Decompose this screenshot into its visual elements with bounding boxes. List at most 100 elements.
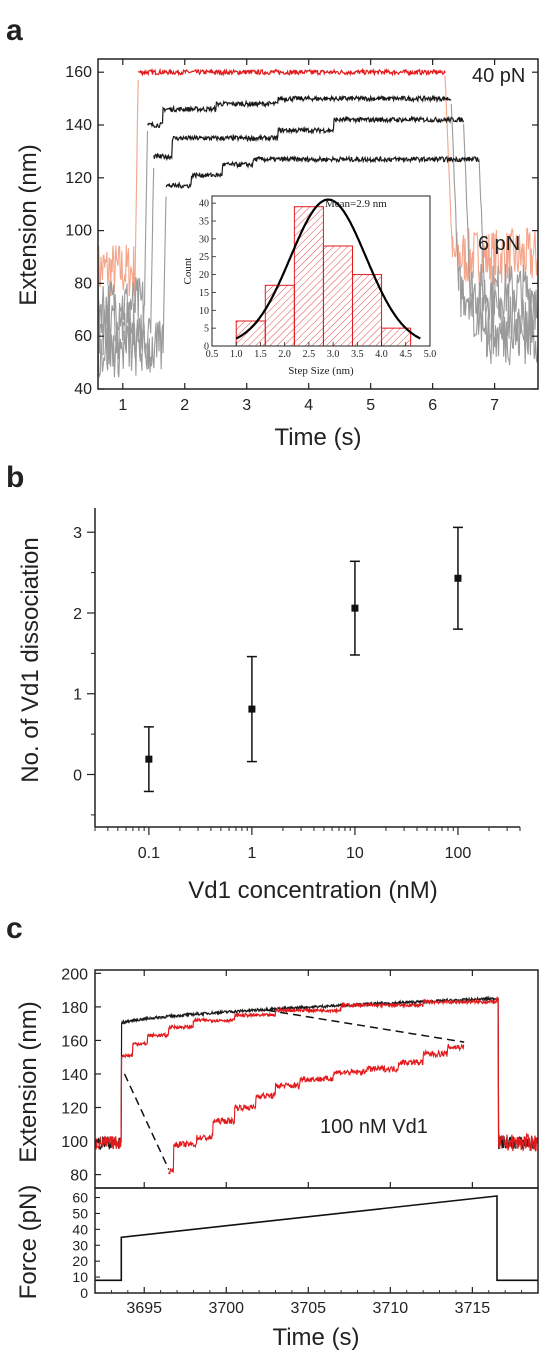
panel-c-force-x-tick-label: 3705 xyxy=(290,1300,326,1317)
panel-c-extension-y-tick-label: 140 xyxy=(61,1067,88,1084)
panel-c-extension-y-tick-label: 160 xyxy=(61,1033,88,1050)
panel-c-force-x-tick-label: 3700 xyxy=(208,1300,244,1317)
panel-b-x-tick-label: 100 xyxy=(445,845,472,862)
inset-x-tick-label: 4.0 xyxy=(375,349,388,360)
panel-a-x-tick-label: 2 xyxy=(180,397,189,414)
panel-a-traces xyxy=(97,67,539,379)
panel-c-force-y-tick-label: 20 xyxy=(72,1253,88,1269)
panel-c-extension-y-tick-label: 120 xyxy=(61,1101,88,1118)
panel-c-force-y-axis-label: Force (pN) xyxy=(15,1185,42,1300)
panel-letter-c: c xyxy=(6,912,23,945)
data-point xyxy=(351,604,359,612)
inset-histogram-bar xyxy=(351,274,383,347)
panel-c-extension-y-tick-label: 180 xyxy=(61,1000,88,1017)
panel-b-y-ticks: 0 1 2 3 xyxy=(73,525,95,816)
panel-b-y-tick-label: 0 xyxy=(73,768,82,785)
inset-x-ticks: 0.5 1.0 1.5 2.0 2.5 3.0 3.5 4.0 4.5 5.0 xyxy=(206,342,437,360)
force-trace xyxy=(95,1195,538,1282)
panel-a-y-tick-label: 120 xyxy=(65,170,92,187)
panel-c-force-y-tick-label: 60 xyxy=(72,1190,88,1206)
inset-x-axis-label: Step Size (nm) xyxy=(288,365,354,377)
extension-trace-high-force xyxy=(147,94,452,129)
panel-a-x-tick-label: 7 xyxy=(490,397,499,414)
panel-a-y-tick-label: 100 xyxy=(65,223,92,240)
inset-x-tick-label: 5.0 xyxy=(424,349,437,360)
inset-bars xyxy=(235,206,412,347)
panel-c-force-x-tick-label: 3715 xyxy=(455,1300,491,1317)
panel-b-x-axis-label: Vd1 concentration (nM) xyxy=(188,877,437,904)
panel-b-chart: 0.1 1 10 100 0 1 2 3 Vd1 concentration (nM) No… xyxy=(17,508,521,904)
panel-c-x-axis-label: Time (s) xyxy=(272,1324,359,1351)
inset-frame xyxy=(211,195,431,347)
panel-a-x-tick-label: 1 xyxy=(118,397,127,414)
panel-b-x-tick-label: 1 xyxy=(247,845,256,862)
panel-a-y-tick-label: 80 xyxy=(74,275,92,292)
extension-trace-low-force-rise xyxy=(97,196,167,379)
panel-c-bottom-frame xyxy=(94,1187,539,1294)
panel-c-extension-y-tick-label: 100 xyxy=(61,1134,88,1151)
panel-b-y-tick-label: 2 xyxy=(73,606,82,623)
panel-a-x-tick-label: 4 xyxy=(304,397,313,414)
vd1-concentration-annotation: 100 nM Vd1 xyxy=(320,1116,428,1138)
inset-x-tick-label: 2.5 xyxy=(303,349,316,360)
panel-a-frame xyxy=(97,58,539,390)
panel-a-y-tick-label: 40 xyxy=(74,381,92,398)
inset-y-axis-label: Count xyxy=(182,258,194,285)
inset-x-tick-label: 0.5 xyxy=(206,349,219,360)
panel-letter-a: a xyxy=(6,14,23,47)
panel-b-y-tick-label: 3 xyxy=(73,525,82,542)
inset-x-tick-label: 1.0 xyxy=(230,349,243,360)
inset-y-tick-label: 10 xyxy=(199,306,209,317)
panel-a-x-axis-label: Time (s) xyxy=(274,424,361,451)
panel-b-y-axis-label: No. of Vd1 dissociation xyxy=(17,537,44,782)
data-point xyxy=(248,705,256,713)
inset-y-tick-label: 25 xyxy=(199,252,209,263)
panel-a-y-tick-label: 160 xyxy=(65,64,92,81)
extension-trace-high-force xyxy=(137,67,446,77)
panel-c-force-x-tick-label: 3710 xyxy=(373,1300,409,1317)
panel-a-x-tick-label: 6 xyxy=(428,397,437,414)
force-label-40pn: 40 pN xyxy=(472,65,525,87)
panel-b-x-tick-label: 0.1 xyxy=(138,845,160,862)
inset-gaussian-fit xyxy=(235,198,421,340)
extension-trace-low-force-fall xyxy=(478,158,539,366)
inset-x-tick-label: 4.5 xyxy=(400,349,413,360)
extension-trace-high-force xyxy=(153,115,465,162)
inset-y-tick-label: 20 xyxy=(199,270,209,281)
extension-trace-high-force xyxy=(165,154,480,189)
inset-y-tick-label: 40 xyxy=(199,199,209,210)
inset-histogram-bar xyxy=(264,284,295,347)
panel-c-force-y-tick-label: 40 xyxy=(72,1221,88,1237)
panel-letter-b: b xyxy=(6,461,24,494)
vd1-zoomed-trace xyxy=(168,1043,465,1175)
inset-histogram-bar xyxy=(293,206,324,347)
panel-a-y-axis-label: Extension (nm) xyxy=(15,144,42,305)
step-size-histogram-inset: 0.5 1.0 1.5 2.0 2.5 3.0 3.5 4.0 4.5 5.0 0 5 10 15 20 2… xyxy=(182,195,436,377)
inset-y-tick-label: 35 xyxy=(199,217,209,228)
panel-b-x-ticks: 0.1 1 10 100 xyxy=(94,827,521,862)
panel-c-extension-y-tick-label: 80 xyxy=(70,1168,88,1185)
inset-y-tick-label: 30 xyxy=(199,234,209,245)
panel-c-force-x-ticks: 3695 3700 3705 3710 3715 xyxy=(110,1287,523,1317)
inset-y-tick-label: 15 xyxy=(199,288,209,299)
zoom-guide-line xyxy=(123,1073,170,1170)
vd1-extension-trace xyxy=(94,996,539,1153)
inset-histogram-bar xyxy=(235,320,266,347)
panel-c-extension-traces xyxy=(94,995,539,1175)
panel-c-extension-x-ticks xyxy=(143,970,473,1188)
extension-trace-low-force-rise xyxy=(97,79,139,300)
panel-a-x-ticks: 1 2 3 4 5 6 7 xyxy=(118,59,499,414)
panel-b-points xyxy=(143,526,463,793)
inset-x-tick-label: 3.5 xyxy=(351,349,364,360)
extension-trace-low-force-rise xyxy=(97,130,149,334)
panel-c-extension-y-axis-label: Extension (nm) xyxy=(15,1001,42,1162)
panel-a-y-tick-label: 140 xyxy=(65,117,92,134)
panel-a-x-tick-label: 3 xyxy=(242,397,251,414)
inset-y-ticks: 0 5 10 15 20 25 30 35 40 xyxy=(199,199,216,353)
panel-b-x-tick-label: 10 xyxy=(346,845,364,862)
data-point xyxy=(454,574,462,582)
force-label-6pn: 6 pN xyxy=(478,233,520,255)
zoom-guide-line xyxy=(267,1009,465,1043)
